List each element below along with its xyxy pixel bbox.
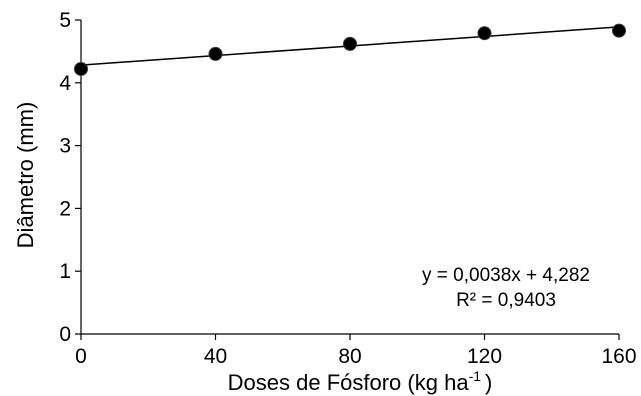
axes (80, 20, 619, 335)
trend-equation: y = 0,0038x + 4,282 (422, 265, 590, 286)
x-tick-label: 160 (601, 345, 636, 368)
y-tick-label: 1 (59, 260, 71, 283)
y-tick-label: 4 (59, 72, 71, 95)
x-axis-title-suffix: ) (485, 370, 492, 395)
y-tick-label: 3 (59, 135, 71, 158)
y-axis-title: Diâmetro (mm) (13, 102, 38, 249)
data-point (477, 26, 492, 41)
data-point (208, 46, 223, 61)
y-tick-label: 0 (59, 323, 71, 346)
x-axis-title: Doses de Fósforo (kg ha-1) (228, 368, 493, 395)
y-tick-label: 2 (59, 197, 71, 220)
data-point (612, 23, 626, 38)
x-tick-label: 120 (467, 345, 502, 368)
y-ticks: 0 1 2 3 4 5 (59, 9, 81, 346)
x-tick-label: 0 (75, 345, 87, 368)
y-tick-label: 5 (59, 9, 71, 32)
data-point (74, 61, 88, 76)
x-tick-label: 40 (204, 345, 227, 368)
r-squared: R² = 0,9403 (456, 290, 556, 311)
data-points (74, 23, 626, 76)
x-axis-title-superscript: -1 (469, 368, 482, 384)
x-axis-title-main: Doses de Fósforo (kg ha (228, 370, 470, 395)
x-tick-label: 80 (338, 345, 361, 368)
x-ticks: 0 40 80 120 160 (75, 334, 637, 368)
data-point (343, 36, 357, 51)
